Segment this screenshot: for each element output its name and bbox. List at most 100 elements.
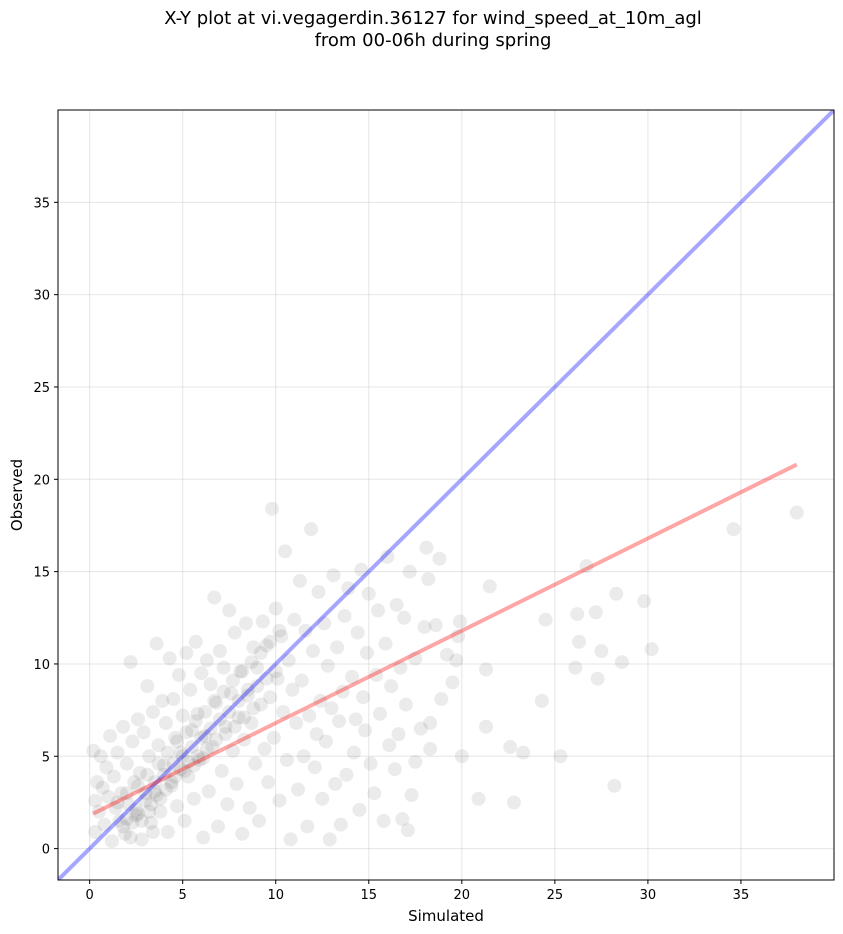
- data-point: [726, 522, 741, 537]
- data-point: [311, 584, 326, 599]
- data-point: [186, 791, 201, 806]
- data-point: [235, 664, 250, 679]
- data-point: [434, 692, 449, 707]
- data-point: [291, 782, 306, 797]
- data-point: [103, 728, 118, 743]
- data-point: [263, 634, 278, 649]
- data-point: [281, 653, 296, 668]
- data-point: [106, 769, 121, 784]
- data-point: [371, 603, 386, 618]
- data-point: [637, 594, 652, 609]
- data-point: [212, 712, 227, 727]
- data-point: [313, 693, 328, 708]
- data-point: [224, 686, 239, 701]
- data-point: [88, 793, 103, 808]
- data-point: [238, 616, 253, 631]
- data-point: [95, 780, 110, 795]
- data-point: [179, 645, 194, 660]
- data-point: [398, 697, 413, 712]
- data-point: [345, 669, 360, 684]
- data-point: [158, 716, 173, 731]
- axis-ticks: 0 5 10 15 20 25 30 35 0 5 10 15 20 25 30 35: [33, 196, 749, 903]
- x-tick-label: 15: [360, 888, 377, 903]
- y-tick-label: 0: [42, 843, 50, 858]
- data-point: [789, 505, 804, 520]
- scatter-points: [86, 501, 804, 849]
- data-point: [590, 671, 605, 686]
- data-point: [209, 695, 224, 710]
- data-point: [199, 653, 214, 668]
- data-point: [168, 730, 183, 745]
- data-point: [389, 597, 404, 612]
- data-point: [302, 708, 317, 723]
- data-point: [160, 745, 175, 760]
- chart-title-line-1: X-Y plot at vi.vegagerdin.36127 for wind…: [164, 8, 702, 29]
- x-tick-label: 5: [179, 888, 187, 903]
- data-point: [255, 614, 270, 629]
- data-point: [331, 714, 346, 729]
- data-point: [131, 778, 146, 793]
- data-point: [186, 758, 201, 773]
- chart-title: X-Y plot at vi.vegagerdin.36127 for wind…: [0, 8, 843, 52]
- data-point: [218, 727, 233, 742]
- data-point: [162, 651, 177, 666]
- data-point: [125, 734, 140, 749]
- data-point: [320, 658, 335, 673]
- data-point: [367, 786, 382, 801]
- data-point: [250, 679, 265, 694]
- data-point: [419, 540, 434, 555]
- data-point: [408, 651, 423, 666]
- one-to-one-line: [58, 110, 834, 880]
- data-point: [110, 795, 125, 810]
- data-point: [479, 719, 494, 734]
- data-point: [93, 749, 108, 764]
- data-point: [86, 743, 101, 758]
- data-point: [534, 693, 549, 708]
- y-tick-label: 5: [42, 750, 50, 765]
- data-point: [97, 817, 112, 832]
- data-point: [356, 690, 371, 705]
- data-point: [449, 653, 464, 668]
- data-point: [190, 749, 205, 764]
- data-point: [199, 741, 214, 756]
- plot-frame: [57, 109, 835, 881]
- data-point: [147, 775, 162, 790]
- data-point: [88, 824, 103, 839]
- data-point: [91, 804, 106, 819]
- data-point: [274, 629, 289, 644]
- data-point: [179, 725, 194, 740]
- data-point: [482, 579, 497, 594]
- data-point: [242, 800, 257, 815]
- data-point: [164, 775, 179, 790]
- data-point: [439, 647, 454, 662]
- data-point: [594, 644, 609, 659]
- data-point: [644, 642, 659, 657]
- data-point: [134, 813, 149, 828]
- data-point: [136, 725, 151, 740]
- data-point: [153, 791, 168, 806]
- x-tick-label: 0: [85, 888, 93, 903]
- data-point: [326, 568, 341, 583]
- data-point: [129, 808, 144, 823]
- data-point: [259, 638, 274, 653]
- data-point: [233, 664, 248, 679]
- data-point: [157, 767, 172, 782]
- data-point: [248, 756, 263, 771]
- data-point: [579, 559, 594, 574]
- data-point: [369, 668, 384, 683]
- data-point: [194, 730, 209, 745]
- data-point: [432, 551, 447, 566]
- data-point: [220, 797, 235, 812]
- data-point: [421, 572, 436, 587]
- data-point: [231, 710, 246, 725]
- data-point: [572, 634, 587, 649]
- data-point: [216, 660, 231, 675]
- data-point: [225, 673, 240, 688]
- data-point: [145, 704, 160, 719]
- data-point: [240, 682, 255, 697]
- data-point: [203, 677, 218, 692]
- data-point: [125, 815, 140, 830]
- data-point: [235, 826, 250, 841]
- data-point: [117, 826, 132, 841]
- data-point: [387, 762, 402, 777]
